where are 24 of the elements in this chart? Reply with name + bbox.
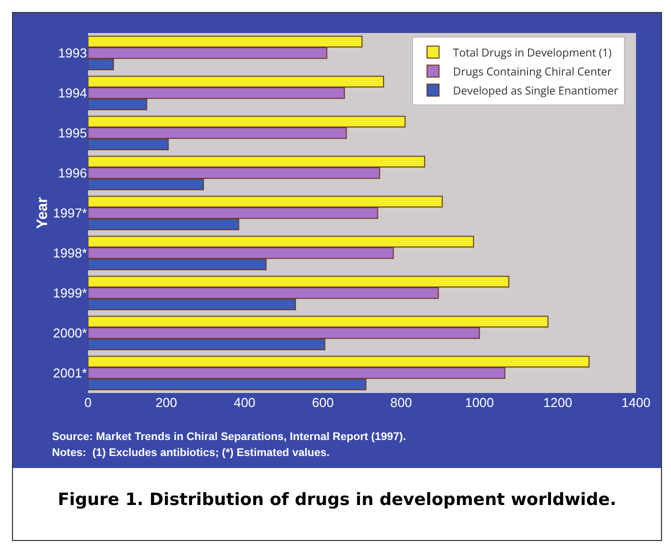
x-tick-label: 200 (155, 395, 178, 410)
x-tick-label: 1000 (464, 395, 494, 410)
y-tick-label: 1996 (58, 166, 87, 181)
legend-label: Drugs Containing Chiral Center (453, 64, 612, 80)
x-tick-label: 600 (312, 395, 334, 410)
y-tick-label: 1999* (53, 286, 87, 301)
x-tick-label: 800 (390, 395, 412, 410)
x-tick-label: 0 (84, 395, 92, 410)
y-tick-label: 2000* (53, 326, 87, 341)
y-tick-label: 2001* (53, 366, 87, 381)
y-axis-title: Year (34, 196, 52, 229)
y-tick-label: 1993 (58, 46, 87, 61)
x-tick-label: 400 (234, 395, 256, 410)
x-tick-label: 1400 (622, 395, 650, 410)
text: Notes: (1) Excludes antibiotics; (*) Estimated values. (52, 447, 330, 459)
legend-label: Total Drugs in Development (1) (453, 45, 612, 60)
y-tick-label: 1995 (58, 126, 87, 141)
source-note: Source: Market Trends in Chiral Separations, Internal Report (1997). (52, 431, 406, 443)
y-tick-label: 1994 (58, 86, 87, 101)
x-tick-label: 1200 (543, 395, 572, 410)
y-tick-label: 1997* (53, 206, 87, 221)
text: Figure 1. Distribution of drugs in development worldwide. (56, 490, 618, 510)
y-tick-label: 1998* (53, 246, 87, 261)
legend-label: Developed as Single Enantiomer (453, 83, 619, 98)
